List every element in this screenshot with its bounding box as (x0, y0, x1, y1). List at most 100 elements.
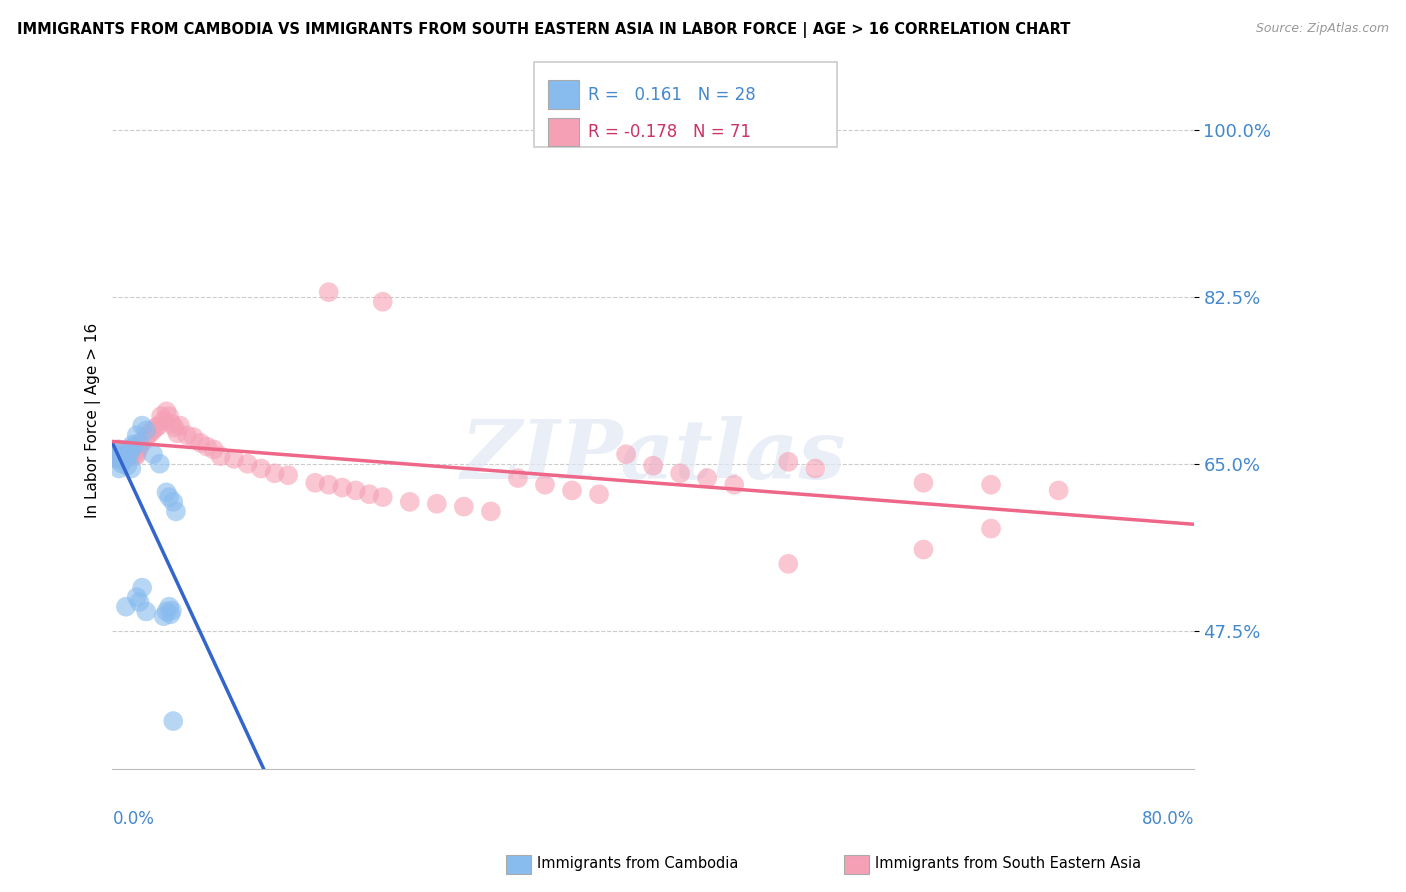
Point (125, 447, 148, 461)
Point (188, 435, 211, 450)
Point (561, 483, 583, 498)
Text: Source: ZipAtlas.com: Source: ZipAtlas.com (1256, 22, 1389, 36)
Point (108, 442, 131, 457)
Point (125, 428, 148, 442)
Point (318, 477, 340, 491)
Point (134, 433, 156, 447)
Point (125, 590, 148, 604)
Point (117, 458, 139, 473)
Y-axis label: In Labor Force | Age > 16: In Labor Force | Age > 16 (86, 323, 101, 518)
Point (157, 490, 180, 504)
Point (150, 409, 173, 423)
Point (121, 438, 143, 452)
Point (131, 581, 153, 595)
Point (105, 452, 128, 467)
Point (277, 468, 299, 483)
Point (107, 442, 129, 457)
Point (912, 542, 935, 557)
Point (426, 497, 449, 511)
Point (163, 420, 186, 434)
Point (236, 457, 259, 471)
Point (107, 452, 129, 467)
Point (142, 423, 165, 437)
Point (453, 500, 475, 514)
Point (110, 447, 132, 461)
Point (115, 452, 138, 467)
Point (128, 435, 150, 450)
Point (778, 557, 800, 571)
Point (110, 449, 132, 463)
Point (135, 423, 157, 437)
Point (111, 447, 134, 461)
Point (139, 426, 162, 441)
Point (183, 430, 205, 444)
Point (723, 477, 745, 491)
Point (120, 461, 142, 475)
Point (222, 452, 245, 467)
Point (118, 442, 141, 457)
Text: Immigrants from Cambodia: Immigrants from Cambodia (537, 856, 738, 871)
Point (114, 447, 136, 461)
Point (166, 426, 188, 441)
Point (145, 420, 167, 434)
Point (114, 447, 136, 461)
Point (980, 477, 1002, 491)
Point (131, 418, 153, 433)
Point (117, 447, 139, 461)
Point (157, 409, 180, 423)
Point (135, 605, 157, 619)
Point (398, 495, 420, 509)
Point (263, 467, 285, 481)
Point (131, 435, 153, 450)
Text: 80.0%: 80.0% (1142, 811, 1194, 829)
Point (318, 285, 340, 300)
Point (128, 595, 150, 609)
Point (149, 457, 172, 471)
Text: R = -0.178   N = 71: R = -0.178 N = 71 (588, 123, 751, 141)
Point (157, 599, 180, 614)
Point (122, 440, 145, 454)
Point (155, 485, 177, 500)
Point (359, 487, 381, 501)
Point (115, 442, 138, 457)
Point (120, 449, 142, 463)
Point (912, 475, 935, 490)
Point (195, 440, 218, 454)
Point (643, 458, 665, 473)
Text: ZIPatlas: ZIPatlas (460, 416, 846, 496)
Point (344, 483, 367, 498)
Point (115, 599, 138, 614)
Point (1047, 483, 1070, 498)
Point (155, 404, 177, 418)
Point (117, 449, 139, 463)
Point (117, 449, 139, 463)
Point (159, 607, 181, 622)
Point (980, 522, 1002, 536)
Text: IMMIGRANTS FROM CAMBODIA VS IMMIGRANTS FROM SOUTH EASTERN ASIA IN LABOR FORCE | : IMMIGRANTS FROM CAMBODIA VS IMMIGRANTS F… (17, 22, 1070, 38)
Point (104, 447, 127, 461)
Point (804, 461, 827, 475)
Point (778, 455, 800, 469)
Point (669, 467, 692, 481)
Point (127, 442, 149, 457)
Point (111, 457, 134, 471)
Point (506, 471, 529, 485)
Point (112, 452, 135, 467)
Point (250, 461, 273, 475)
Point (128, 440, 150, 454)
Point (152, 609, 174, 624)
Point (142, 447, 165, 461)
Point (479, 504, 502, 518)
Point (101, 447, 124, 461)
Point (136, 428, 159, 442)
Point (105, 447, 128, 461)
Point (176, 428, 198, 442)
Point (160, 417, 183, 431)
Point (614, 447, 637, 461)
Point (162, 495, 184, 509)
Point (202, 442, 225, 457)
Point (108, 461, 131, 475)
Point (155, 605, 177, 619)
Point (104, 449, 127, 463)
Point (160, 603, 183, 617)
